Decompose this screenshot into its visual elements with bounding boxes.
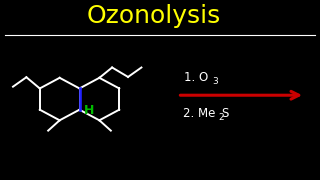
Text: 2. Me: 2. Me <box>183 107 215 120</box>
Text: H: H <box>84 104 94 117</box>
Text: Ozonolysis: Ozonolysis <box>86 4 221 28</box>
Text: S: S <box>221 107 228 120</box>
Text: 1. O: 1. O <box>184 71 208 84</box>
Text: 3: 3 <box>212 77 218 86</box>
Text: 2: 2 <box>218 113 224 122</box>
